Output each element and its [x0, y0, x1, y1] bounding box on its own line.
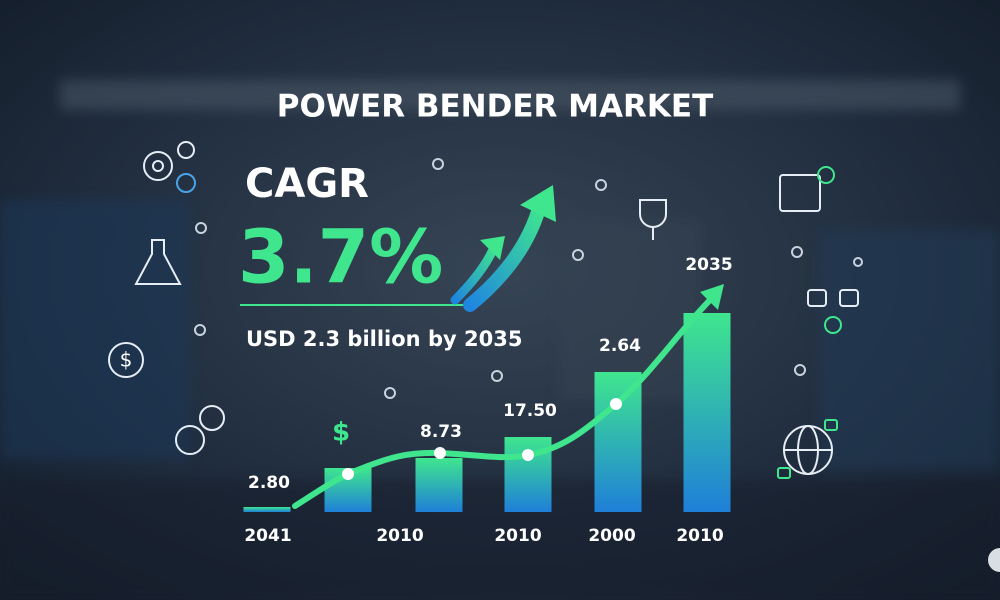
trend-arrowhead — [700, 284, 724, 310]
decor-dots — [194, 158, 863, 399]
bar — [594, 372, 642, 512]
x-tick-label: 2010 — [376, 526, 423, 546]
bar-label: 2.64 — [599, 336, 641, 356]
dollar-marker: $ — [332, 418, 350, 448]
svg-text:$: $ — [120, 348, 133, 372]
bar — [243, 507, 291, 512]
bar-group: 2041 2.80 2010 8.73 2010 17.50 2000 2.64 2010 203… — [243, 255, 733, 546]
x-tick-label: 2010 — [494, 526, 541, 546]
cagr-label: CAGR — [245, 161, 369, 207]
factory-backdrop — [0, 80, 1000, 600]
bar — [683, 313, 731, 512]
x-tick-label: 2041 — [244, 526, 291, 546]
title: POWER BENDER MARKET — [277, 89, 713, 125]
x-tick-label: 2010 — [676, 526, 723, 546]
icons: $ — [108, 141, 859, 479]
bar-label: 17.50 — [503, 401, 557, 421]
bar-label: 2035 — [685, 255, 732, 275]
corner-button — [988, 548, 1000, 572]
subtitle: USD 2.3 billion by 2035 — [246, 327, 522, 351]
trend-dots — [342, 398, 622, 480]
cagr-value: 3.7% — [238, 215, 443, 301]
bar-label: 2.80 — [248, 473, 290, 493]
x-tick-label: 2000 — [588, 526, 635, 546]
growth-arrows — [450, 185, 556, 312]
bar-label: 8.73 — [420, 422, 462, 442]
bar — [415, 458, 463, 512]
